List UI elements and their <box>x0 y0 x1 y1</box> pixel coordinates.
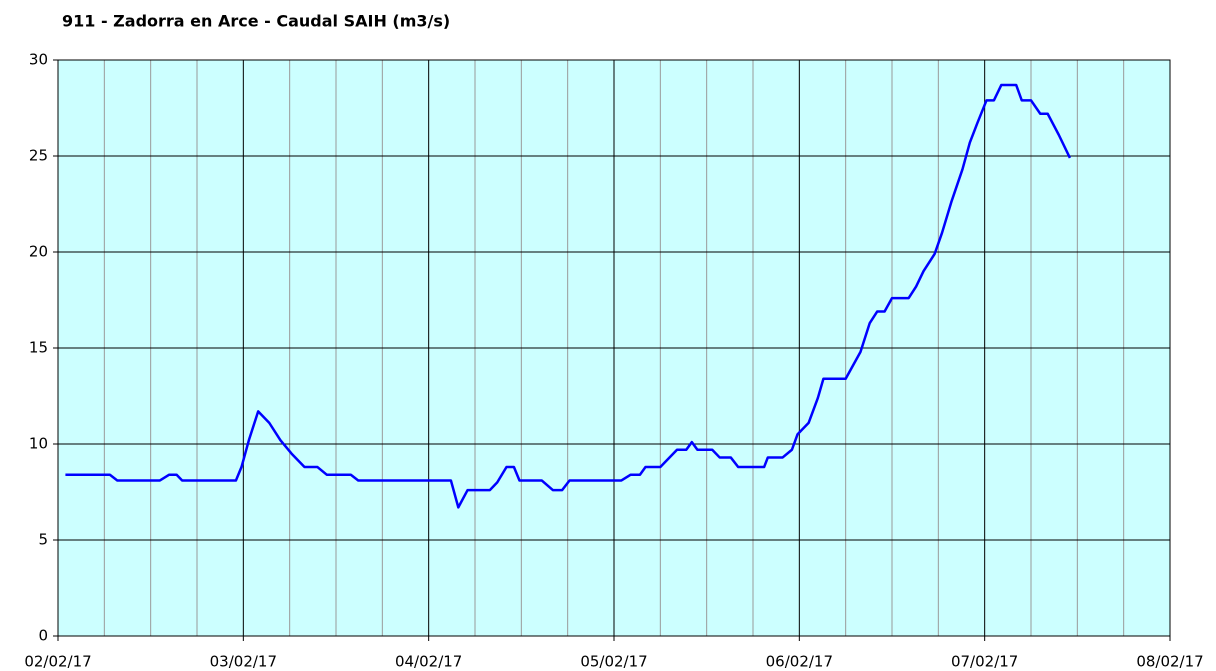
y-tick-label: 20 <box>29 243 48 261</box>
chart-title: 911 - Zadorra en Arce - Caudal SAIH (m3/… <box>62 12 450 31</box>
y-tick-label: 0 <box>38 627 48 645</box>
data-line <box>65 83 1072 509</box>
y-tick-label: 30 <box>29 51 48 69</box>
y-tick-label: 15 <box>29 339 48 357</box>
y-tick-label: 5 <box>38 531 48 549</box>
y-tick-label: 10 <box>29 435 48 453</box>
y-tick-label: 25 <box>29 147 48 165</box>
x-tick-label: 05/02/17 <box>580 653 647 671</box>
x-tick-label: 03/02/17 <box>210 653 277 671</box>
plot-border <box>57 59 1171 637</box>
x-tick-label: 02/02/17 <box>24 653 91 671</box>
x-tick-label: 08/02/17 <box>1136 653 1203 671</box>
x-tick-label: 04/02/17 <box>395 653 462 671</box>
x-tick-label: 06/02/17 <box>766 653 833 671</box>
x-tick-label: 07/02/17 <box>951 653 1018 671</box>
